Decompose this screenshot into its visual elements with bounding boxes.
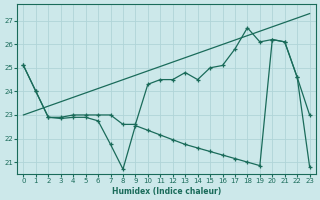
X-axis label: Humidex (Indice chaleur): Humidex (Indice chaleur) <box>112 187 221 196</box>
